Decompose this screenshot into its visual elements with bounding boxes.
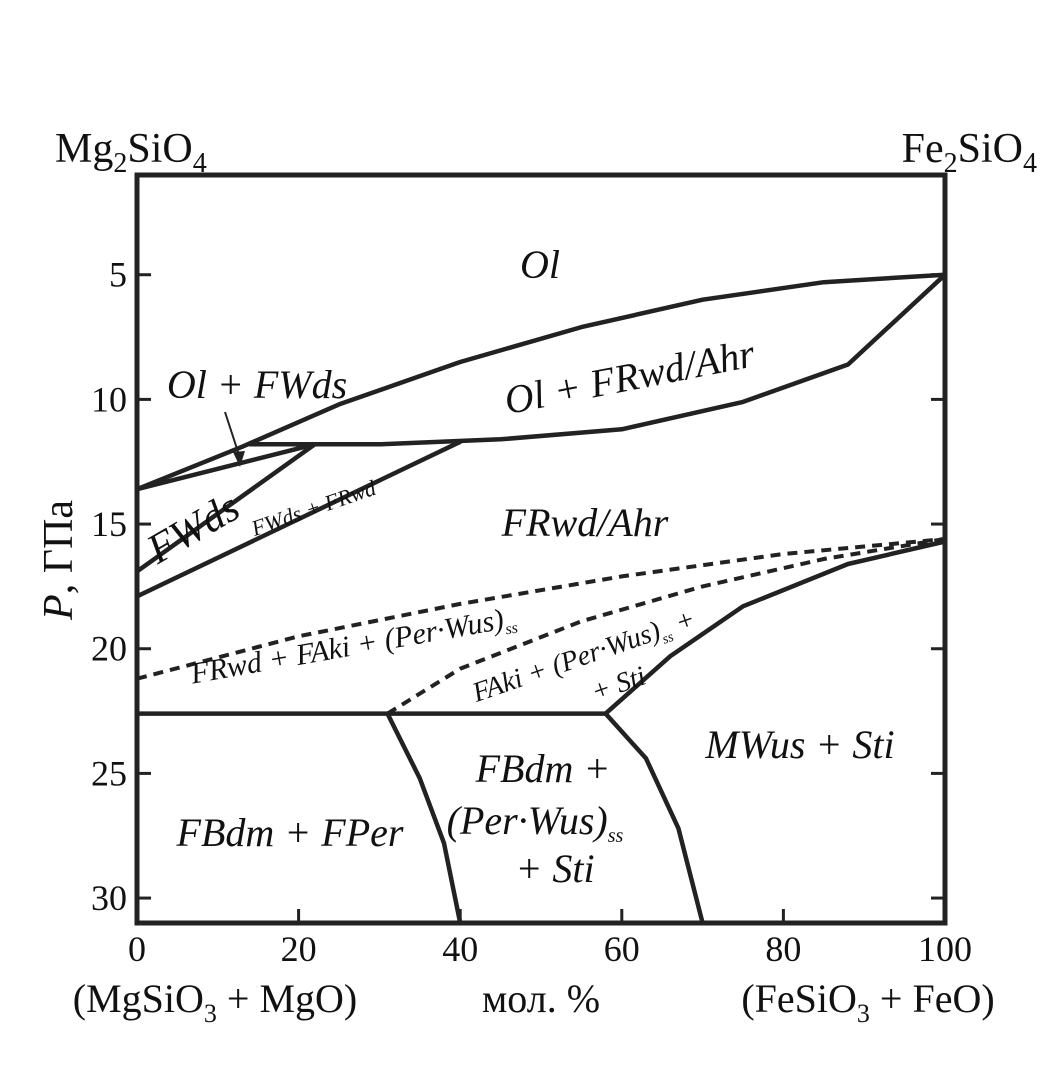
y-tick-label: 25 [91, 753, 127, 793]
x-tick-label: 80 [765, 929, 801, 969]
boundary-bdm-pw-boundary [603, 711, 705, 926]
field-fbdm-fper: FBdm + FPer [176, 810, 404, 855]
x-tick-label: 20 [281, 929, 317, 969]
boundary-aki-per-dashed [386, 537, 946, 716]
boundary-ol-fwds-upper [134, 444, 245, 492]
plot-frame [134, 172, 948, 926]
field-ol: Ol [520, 242, 560, 287]
field-mwus-sti: MWus + Sti [704, 722, 894, 767]
field-frwd-ahr: FRwd/Ahr [501, 500, 669, 545]
x-tick-label: 100 [918, 929, 972, 969]
boundary-ol-frwd-lower [247, 272, 948, 447]
boundary-fwds-lower [134, 442, 318, 574]
boundary-fwds-frwd-lower [134, 439, 463, 599]
top-right-component: Fe2SiO4 [902, 126, 1037, 179]
field-fbdm-pw-sti: FBdm + (Per·Wus)ss + Sti [447, 746, 634, 891]
y-axis-label: P, ГПа [36, 500, 82, 621]
phase-boundaries [134, 272, 948, 926]
top-left-component: Mg2SiO4 [55, 126, 207, 179]
boundary-ol-ol-frwd-upper [239, 272, 948, 450]
y-tick-label: 30 [91, 878, 127, 918]
ol-fwds-arrow [224, 411, 245, 467]
y-tick-label: 20 [91, 629, 127, 669]
y-tick-label: 10 [91, 379, 127, 419]
boundary-frwd-aki-dashed [136, 537, 946, 681]
boundary-fwds-upper [134, 442, 318, 492]
y-tick-label: 15 [91, 504, 127, 544]
x-tick-label: 60 [604, 929, 640, 969]
y-tick-label: 5 [109, 255, 127, 295]
bottom-right-label: (FeSiO3 + FeO) [741, 976, 994, 1028]
field-fwds-frwd: FWds + FRwd [247, 475, 380, 542]
x-tick-label: 0 [128, 929, 146, 969]
boundary-bdm-fper-boundary [385, 711, 463, 926]
x-tick-label: 40 [442, 929, 478, 969]
field-ol-fwds: Ol + FWds [167, 362, 347, 407]
x-axis-label: мол. % [482, 976, 600, 1021]
boundary-mwus-sti-boundary [603, 539, 948, 716]
field-fwds: FWds [139, 484, 248, 573]
bottom-left-label: (MgSiO3 + MgO) [73, 976, 357, 1028]
